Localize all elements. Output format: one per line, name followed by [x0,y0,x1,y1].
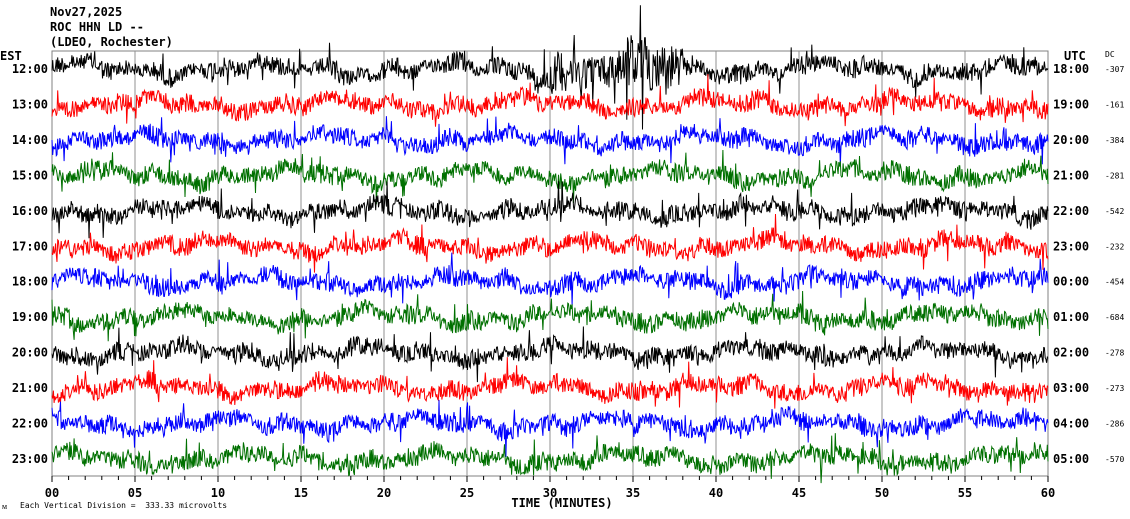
utc-label: 00:00 [1053,275,1089,289]
utc-label: 19:00 [1053,97,1089,111]
est-label: 23:00 [12,452,48,466]
trace-row-1800 [51,252,1049,306]
x-tick-label: 55 [958,486,972,500]
est-label: 18:00 [12,275,48,289]
est-label: 20:00 [12,346,48,360]
trace-row-1600 [51,181,1049,239]
utc-label: 03:00 [1053,381,1089,395]
utc-label: 01:00 [1053,310,1089,324]
trace-row-1300 [51,74,1049,127]
est-label: 22:00 [12,417,48,431]
footer-scale-note: Each Vertical Division = 333.33 microvol… [20,501,227,510]
est-label: 12:00 [12,62,48,76]
dc-value: -281 [1105,171,1124,180]
right-axis-title: UTC [1064,49,1086,63]
x-tick-label: 25 [460,486,474,500]
utc-label: 04:00 [1053,417,1089,431]
dc-value: -307 [1105,65,1124,74]
x-tick-label: 00 [45,486,59,500]
x-tick-label: 20 [377,486,391,500]
dc-value: -286 [1105,420,1124,429]
est-label: 17:00 [12,239,48,253]
trace-row-1500 [51,149,1049,205]
trace-row-1400 [51,116,1049,167]
utc-label: 20:00 [1053,133,1089,147]
est-label: 15:00 [12,168,48,182]
traces [51,5,1049,484]
est-label: 13:00 [12,97,48,111]
x-tick-label: 50 [875,486,889,500]
utc-label: 23:00 [1053,239,1089,253]
est-label: 19:00 [12,310,48,324]
dc-title: DC [1105,50,1115,59]
utc-label: 18:00 [1053,62,1089,76]
dc-value: -278 [1105,349,1124,358]
est-label: 21:00 [12,381,48,395]
trace-row-2300 [51,433,1049,484]
est-label: 16:00 [12,204,48,218]
left-axis-title: EST [0,49,22,63]
dc-value: -161 [1105,100,1124,109]
utc-label: 02:00 [1053,346,1089,360]
est-label: 14:00 [12,133,48,147]
trace-row-2000 [51,326,1049,383]
utc-label: 05:00 [1053,452,1089,466]
trace-row-2100 [51,357,1049,409]
header-network: (LDEO, Rochester) [50,35,173,49]
header-date: Nov27,2025 [50,5,122,19]
trace-row-1700 [51,213,1049,273]
x-tick-label: 15 [294,486,308,500]
x-tick-label: 35 [626,486,640,500]
header-station: ROC HHN LD -- [50,20,144,34]
x-tick-label: 60 [1041,486,1055,500]
x-axis-label: TIME (MINUTES) [511,496,612,510]
dc-value: -542 [1105,207,1124,216]
utc-label: 22:00 [1053,204,1089,218]
x-tick-label: 05 [128,486,142,500]
trace-row-1900 [51,290,1049,342]
x-axis: 00 05 10 15 20 25 30 35 40 45 50 55 60 [45,476,1055,500]
dc-value: -684 [1105,313,1124,322]
dc-value: -232 [1105,242,1124,251]
x-tick-label: 30 [543,486,557,500]
dc-value: -384 [1105,136,1124,145]
dc-value: -570 [1105,455,1124,464]
x-tick-label: 10 [211,486,225,500]
trace-row-1200 [51,5,1049,130]
trace-row-2200 [51,399,1049,457]
dc-value: -454 [1105,278,1124,287]
dc-value: -273 [1105,384,1124,393]
utc-label: 21:00 [1053,168,1089,182]
footer-mark: ᴍ [2,502,7,511]
row-labels: 12:00 18:00 -307 13:00 19:00 -161 14:00 20:00 -3… [12,62,1125,466]
x-tick-label: 40 [709,486,723,500]
x-tick-label: 45 [792,486,806,500]
